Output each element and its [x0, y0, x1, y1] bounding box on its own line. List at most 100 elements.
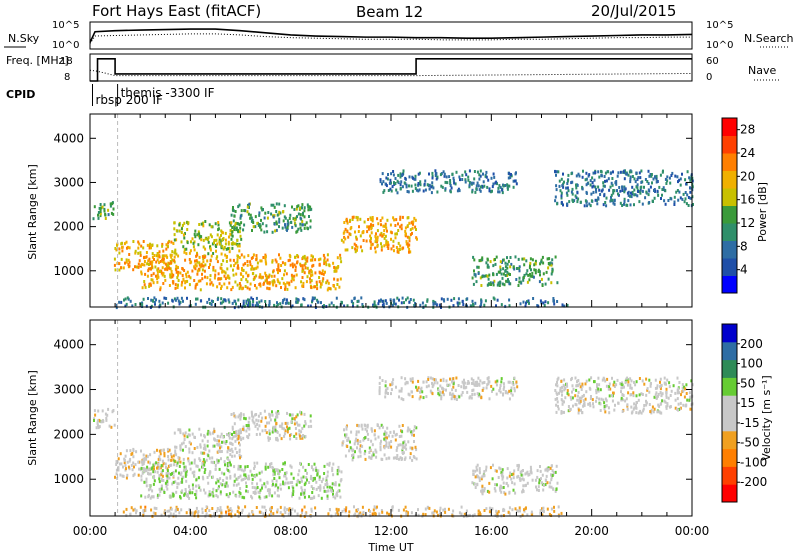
scatter-cell — [311, 300, 313, 304]
scatter-cell — [638, 393, 641, 397]
scatter-cell — [238, 441, 240, 445]
y-tick-label: 3000 — [53, 383, 84, 397]
scatter-cell — [603, 405, 606, 408]
scatter-cell — [509, 471, 512, 475]
scatter-cell — [385, 391, 388, 395]
scatter-cell — [278, 433, 281, 437]
scatter-cell — [301, 264, 304, 268]
scatter-cell — [525, 272, 528, 276]
scatter-cell — [218, 240, 221, 244]
scatter-cell — [236, 258, 239, 262]
scatter-cell — [125, 258, 128, 262]
scatter-cell — [181, 477, 184, 481]
scatter-cell — [399, 244, 402, 248]
scatter-cell — [622, 394, 625, 397]
scatter-cell — [249, 469, 252, 473]
scatter-cell — [492, 172, 495, 176]
scatter-cell — [506, 183, 509, 187]
scatter-cell — [121, 245, 123, 249]
scatter-cell — [298, 469, 301, 473]
scatter-cell — [435, 303, 438, 307]
scatter-cell — [158, 303, 161, 307]
scatter-cell — [262, 256, 265, 259]
scatter-cell — [148, 282, 151, 286]
scatter-cell — [559, 386, 562, 390]
scatter-cell — [109, 204, 112, 208]
scatter-cell — [393, 182, 396, 186]
scatter-cell — [310, 485, 313, 489]
scatter-cell — [374, 236, 377, 240]
scatter-cell — [168, 284, 171, 287]
scatter-cell — [460, 512, 463, 516]
velocity-y-axis-label: Slant Range [km] — [26, 370, 39, 466]
scatter-cell — [251, 265, 254, 269]
scatter-cell — [283, 432, 286, 436]
scatter-cell — [489, 260, 492, 264]
scatter-cell — [198, 232, 201, 236]
scatter-cell — [373, 302, 376, 306]
scatter-cell — [642, 409, 645, 413]
scatter-cell — [238, 494, 241, 498]
scatter-cell — [508, 380, 511, 384]
scatter-cell — [547, 262, 550, 265]
scatter-cell — [618, 186, 621, 189]
scatter-cell — [310, 474, 313, 478]
scatter-cell — [390, 440, 393, 443]
scatter-cell — [670, 389, 673, 393]
scatter-cell — [209, 274, 212, 278]
scatter-cell — [121, 249, 124, 253]
scatter-cell — [653, 196, 656, 200]
scatter-cell — [278, 220, 281, 224]
scatter-cell — [256, 422, 259, 426]
scatter-cell — [193, 447, 196, 450]
scatter-cell — [208, 223, 211, 227]
scatter-cell — [118, 268, 121, 272]
scatter-cell — [345, 433, 348, 437]
scatter-cell — [483, 303, 486, 307]
scatter-cell — [303, 488, 306, 492]
scatter-cell — [684, 404, 687, 408]
scatter-cell — [530, 510, 533, 514]
scatter-cell — [408, 247, 411, 251]
scatter-cell — [413, 428, 416, 432]
scatter-cell — [385, 184, 388, 188]
scatter-cell — [606, 377, 609, 381]
scatter-cell — [621, 410, 624, 413]
scatter-cell — [165, 247, 168, 251]
scatter-cell — [148, 484, 151, 487]
scatter-cell — [458, 175, 461, 179]
scatter-cell — [307, 425, 310, 429]
scatter-cell — [97, 211, 100, 214]
scatter-cell — [437, 388, 440, 392]
scatter-cell — [288, 426, 291, 430]
scatter-cell — [605, 399, 608, 403]
scatter-cell — [185, 275, 188, 279]
scatter-cell — [292, 489, 295, 493]
scatter-cell — [172, 242, 175, 245]
scatter-cell — [400, 227, 403, 231]
scatter-cell — [264, 509, 267, 512]
scatter-cell — [207, 252, 210, 256]
scatter-cell — [626, 403, 629, 407]
scatter-cell — [434, 174, 437, 177]
scatter-cell — [184, 468, 187, 471]
scatter-cell — [149, 461, 151, 465]
scatter-cell — [217, 487, 220, 491]
scatter-cell — [570, 378, 573, 382]
scatter-cell — [452, 509, 455, 513]
scatter-cell — [194, 263, 197, 267]
scatter-cell — [144, 469, 147, 473]
scatter-cell — [423, 182, 426, 186]
scatter-cell — [367, 438, 370, 441]
scatter-cell — [296, 413, 299, 417]
scatter-cell — [301, 220, 304, 223]
scatter-cell — [236, 437, 239, 441]
scatter-cell — [542, 506, 545, 510]
scatter-cell — [431, 385, 434, 389]
scatter-cell — [496, 512, 499, 516]
scatter-cell — [229, 264, 232, 268]
scatter-cell — [545, 474, 548, 478]
scatter-cell — [557, 170, 560, 174]
scatter-cell — [236, 238, 239, 242]
scatter-cell — [326, 470, 329, 474]
